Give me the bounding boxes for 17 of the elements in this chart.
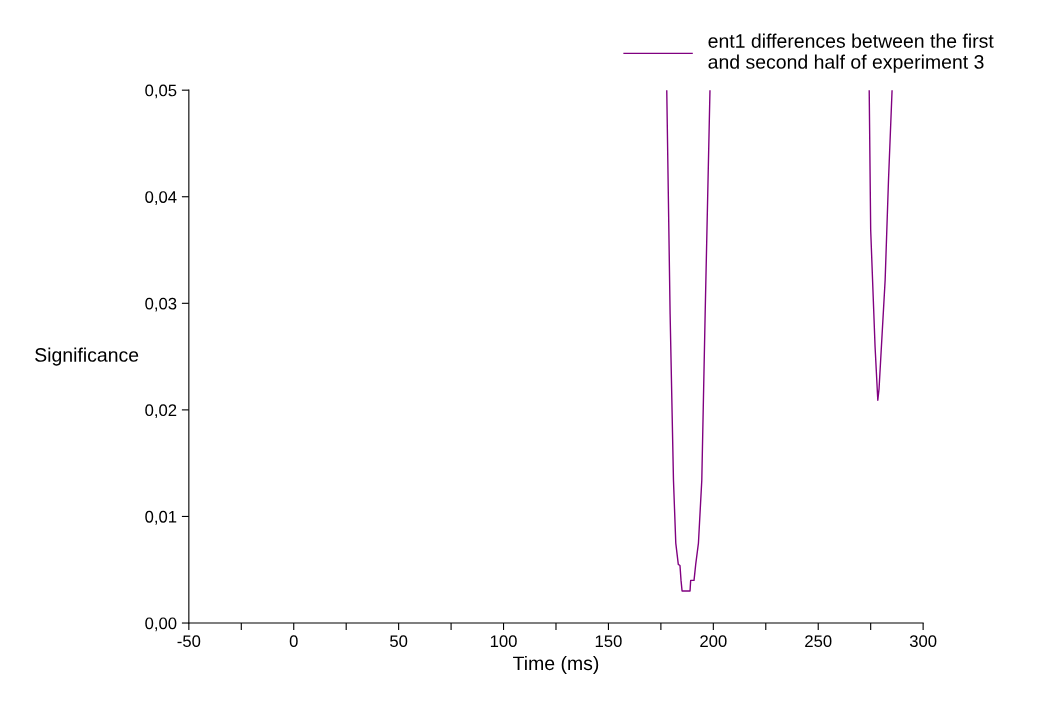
x-tick-label: 150 <box>595 635 622 648</box>
y-tick-label: 0,03 <box>145 297 177 312</box>
x-tick-label: -50 <box>177 635 201 648</box>
y-tick-label: 0,04 <box>145 191 177 205</box>
x-axis-title: Time (ms) <box>513 655 599 675</box>
x-tick-label: 300 <box>909 635 937 648</box>
x-tick-label: 200 <box>700 635 727 648</box>
legend-label: ent1 differences between the first and second half of experiment 3 <box>708 33 994 73</box>
y-tick-label: 0,02 <box>145 404 177 419</box>
y-tick-label: 0,05 <box>145 84 177 99</box>
y-axis-title: Significance <box>35 347 139 366</box>
y-tick-label: 0,01 <box>145 510 177 525</box>
x-tick-label: 250 <box>805 635 832 648</box>
x-tick-label: 0 <box>289 635 298 648</box>
y-tick-label: 0,00 <box>145 617 177 632</box>
x-tick-label: 50 <box>390 635 408 648</box>
x-tick-label: 100 <box>490 635 517 648</box>
